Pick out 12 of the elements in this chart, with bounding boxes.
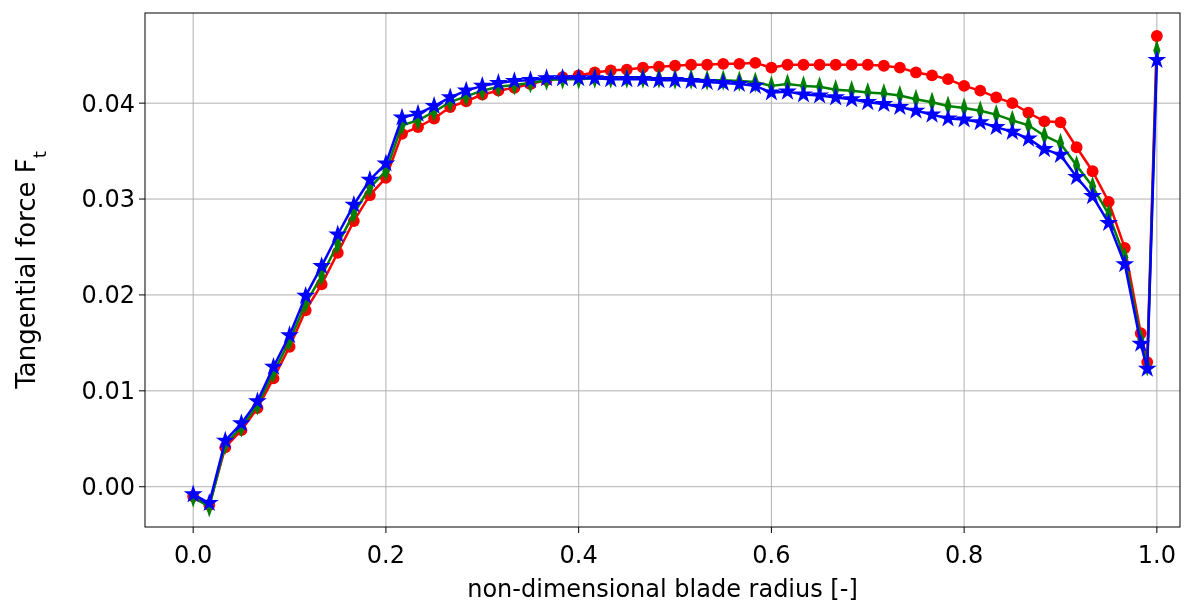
x-tick-label: 1.0 [1137,541,1176,569]
y-tick-label: 0.00 [81,473,135,502]
x-tick-label: 0.6 [752,541,791,569]
x-tick-label: 0.8 [945,541,984,569]
x-tick-label: 0.2 [366,541,406,569]
y-tick-label: 0.01 [81,377,135,406]
x-tick-label: 0.0 [174,541,213,569]
x-axis-title: non-dimensional blade radius [-] [467,575,858,603]
x-tick-label: 0.4 [559,541,598,569]
y-tick-label: 0.04 [81,89,135,118]
y-tick-label: 0.03 [81,185,135,214]
y-tick-label: 0.02 [81,281,135,310]
